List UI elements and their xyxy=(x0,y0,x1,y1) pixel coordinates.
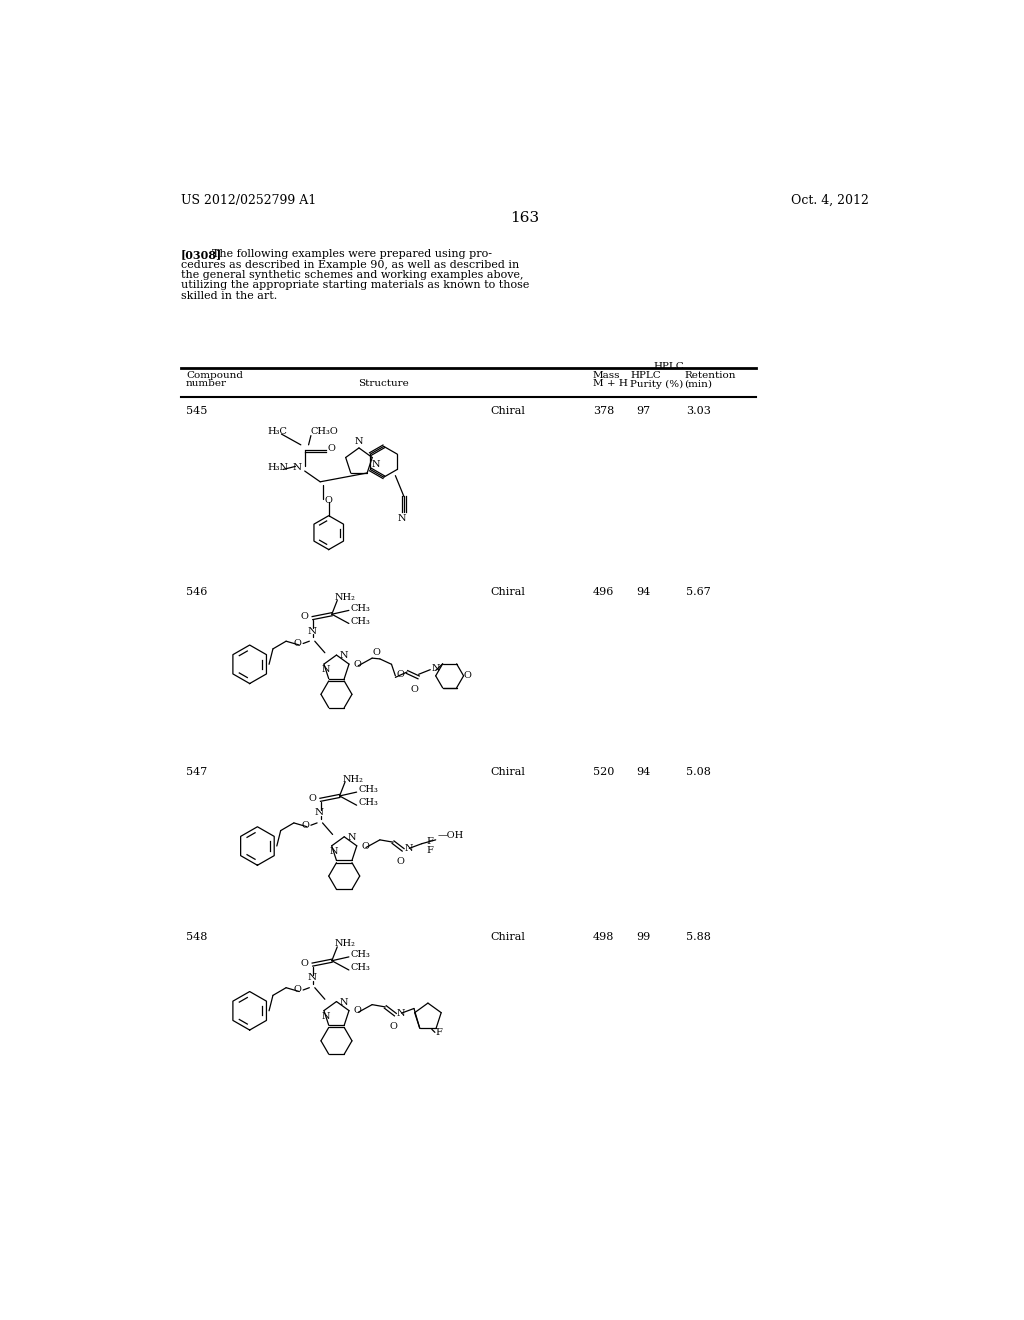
Text: 5.88: 5.88 xyxy=(686,932,711,942)
Text: N: N xyxy=(404,843,413,853)
Text: O: O xyxy=(464,672,471,680)
Text: NH₂: NH₂ xyxy=(335,940,355,948)
Text: N: N xyxy=(348,833,356,842)
Text: US 2012/0252799 A1: US 2012/0252799 A1 xyxy=(180,194,316,207)
Text: O: O xyxy=(411,685,419,694)
Text: O: O xyxy=(389,1022,397,1031)
Text: N: N xyxy=(322,665,330,675)
Text: N: N xyxy=(354,437,364,446)
Text: N: N xyxy=(340,651,348,660)
Text: Retention: Retention xyxy=(684,371,736,380)
Text: F: F xyxy=(426,837,433,846)
Text: O: O xyxy=(353,660,361,669)
Text: HPLC: HPLC xyxy=(630,371,660,380)
Text: 547: 547 xyxy=(186,767,208,776)
Text: CH₃: CH₃ xyxy=(350,950,371,960)
Text: Oct. 4, 2012: Oct. 4, 2012 xyxy=(791,194,869,207)
Text: O: O xyxy=(372,648,380,657)
Text: the general synthetic schemes and working examples above,: the general synthetic schemes and workin… xyxy=(180,271,523,280)
Text: N: N xyxy=(397,1008,406,1018)
Text: 94: 94 xyxy=(636,586,650,597)
Text: O: O xyxy=(397,669,404,678)
Text: N: N xyxy=(329,847,338,855)
Text: 99: 99 xyxy=(636,932,650,942)
Text: N: N xyxy=(322,1011,330,1020)
Text: 546: 546 xyxy=(186,586,208,597)
Text: O: O xyxy=(301,612,308,620)
Text: O: O xyxy=(324,496,332,504)
Text: 94: 94 xyxy=(636,767,650,776)
Text: CH₃O: CH₃O xyxy=(311,428,339,436)
Text: (min): (min) xyxy=(684,379,713,388)
Text: 545: 545 xyxy=(186,407,208,416)
Text: CH₃: CH₃ xyxy=(350,603,371,612)
Text: Chiral: Chiral xyxy=(490,767,525,776)
Text: NH₂: NH₂ xyxy=(335,593,355,602)
Text: O: O xyxy=(397,857,404,866)
Text: HPLC: HPLC xyxy=(653,362,684,371)
Text: O: O xyxy=(294,639,302,648)
Text: utilizing the appropriate starting materials as known to those: utilizing the appropriate starting mater… xyxy=(180,280,529,290)
Text: H₃N: H₃N xyxy=(267,463,289,473)
Text: N: N xyxy=(340,998,348,1007)
Text: M + H: M + H xyxy=(593,379,628,388)
Text: Structure: Structure xyxy=(358,379,410,388)
Text: N: N xyxy=(307,627,316,636)
Text: [0308]: [0308] xyxy=(180,249,222,260)
Text: CH₃: CH₃ xyxy=(358,799,378,808)
Text: CH₃: CH₃ xyxy=(358,785,378,795)
Text: skilled in the art.: skilled in the art. xyxy=(180,290,276,301)
Text: 3.03: 3.03 xyxy=(686,407,711,416)
Text: O: O xyxy=(353,1006,361,1015)
Text: Compound: Compound xyxy=(186,371,243,380)
Text: 97: 97 xyxy=(636,407,650,416)
Text: F: F xyxy=(435,1028,442,1036)
Text: 163: 163 xyxy=(510,211,540,224)
Text: O: O xyxy=(361,842,369,850)
Text: F: F xyxy=(426,846,433,855)
Text: N: N xyxy=(314,808,324,817)
Text: The following examples were prepared using pro-: The following examples were prepared usi… xyxy=(212,249,492,259)
Text: CH₃: CH₃ xyxy=(350,964,371,972)
Text: Chiral: Chiral xyxy=(490,586,525,597)
Text: Mass: Mass xyxy=(593,371,621,380)
Text: —OH: —OH xyxy=(438,830,464,840)
Text: H₃C: H₃C xyxy=(267,428,288,436)
Text: number: number xyxy=(186,379,227,388)
Text: Chiral: Chiral xyxy=(490,932,525,942)
Text: N: N xyxy=(397,515,406,523)
Text: 5.67: 5.67 xyxy=(686,586,711,597)
Text: N: N xyxy=(432,664,440,673)
Text: O: O xyxy=(301,958,308,968)
Text: NH₂: NH₂ xyxy=(343,775,364,784)
Text: O: O xyxy=(308,793,316,803)
Text: O: O xyxy=(328,445,336,453)
Text: Purity (%): Purity (%) xyxy=(630,379,683,388)
Text: Chiral: Chiral xyxy=(490,407,525,416)
Text: cedures as described in Example 90, as well as described in: cedures as described in Example 90, as w… xyxy=(180,260,519,269)
Text: 520: 520 xyxy=(593,767,614,776)
Text: N: N xyxy=(307,973,316,982)
Text: 496: 496 xyxy=(593,586,614,597)
Text: 378: 378 xyxy=(593,407,614,416)
Text: CH₃: CH₃ xyxy=(350,616,371,626)
Text: 5.08: 5.08 xyxy=(686,767,711,776)
Text: O: O xyxy=(294,986,302,994)
Text: N: N xyxy=(372,459,380,469)
Text: 498: 498 xyxy=(593,932,614,942)
Text: N: N xyxy=(293,463,301,473)
Text: 548: 548 xyxy=(186,932,208,942)
Text: O: O xyxy=(301,821,309,830)
